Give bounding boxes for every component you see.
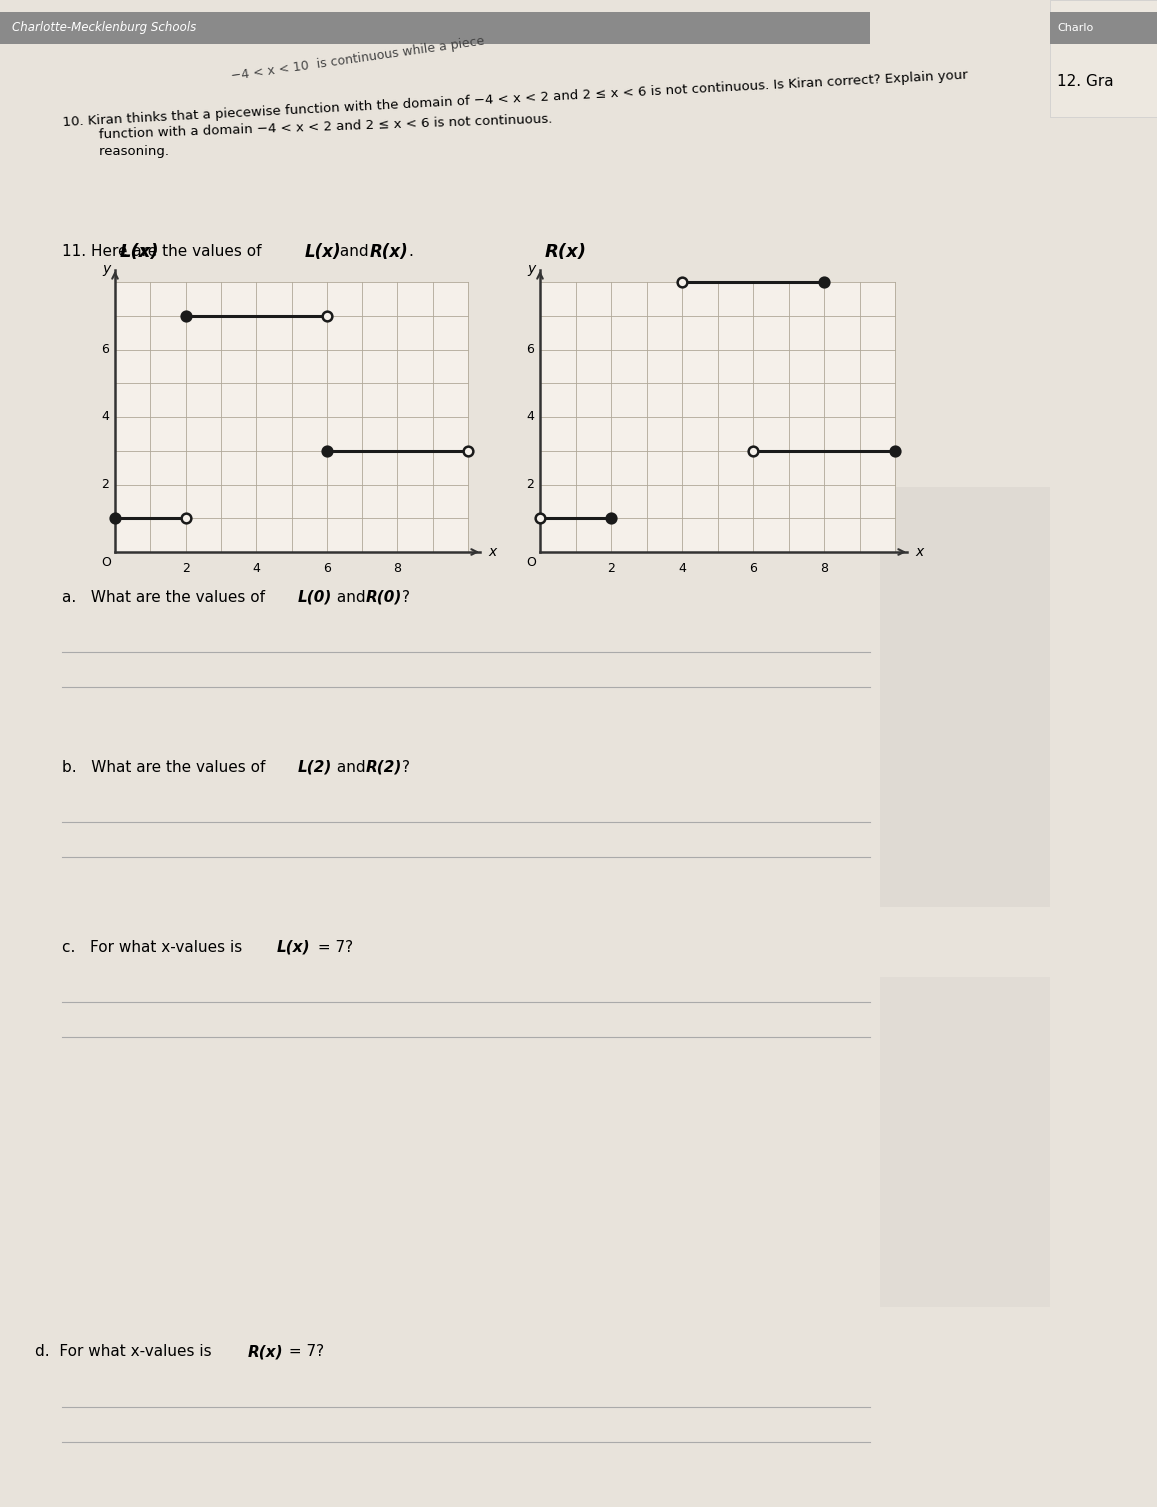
Bar bbox=[1051, 12, 1157, 44]
Text: and: and bbox=[332, 589, 370, 604]
Text: L(x): L(x) bbox=[277, 939, 310, 954]
Text: = 7?: = 7? bbox=[283, 1344, 324, 1359]
Text: .: . bbox=[408, 244, 413, 259]
Text: = 7?: = 7? bbox=[314, 939, 353, 954]
Text: d.  For what x-values is: d. For what x-values is bbox=[35, 1344, 216, 1359]
Text: c.   For what x-values is: c. For what x-values is bbox=[62, 939, 248, 954]
Text: 6: 6 bbox=[749, 562, 757, 576]
Text: 6: 6 bbox=[101, 344, 109, 356]
Text: reasoning.: reasoning. bbox=[82, 146, 169, 158]
Text: L(2): L(2) bbox=[299, 760, 332, 775]
Text: b.   What are the values of: b. What are the values of bbox=[62, 760, 271, 775]
Text: O: O bbox=[101, 556, 111, 570]
Text: 10. Kiran thinks that a piecewise function with the domain of −4 < x < 2 and 2 ≤: 10. Kiran thinks that a piecewise functi… bbox=[62, 69, 967, 130]
Text: 6: 6 bbox=[323, 562, 331, 576]
Text: 2: 2 bbox=[526, 478, 535, 491]
Text: x: x bbox=[488, 546, 496, 559]
Bar bbox=[0, 12, 870, 44]
Bar bbox=[880, 977, 1051, 1307]
Text: −4 < x < 10  is continuous while a piece: −4 < x < 10 is continuous while a piece bbox=[230, 35, 485, 83]
Text: ?: ? bbox=[401, 589, 410, 604]
Text: Charlotte-Mecklenburg Schools: Charlotte-Mecklenburg Schools bbox=[12, 21, 197, 35]
Text: L(0): L(0) bbox=[299, 589, 332, 604]
Bar bbox=[880, 487, 1051, 907]
Text: y: y bbox=[102, 262, 110, 276]
Text: L(x): L(x) bbox=[305, 243, 341, 261]
Text: and: and bbox=[332, 760, 370, 775]
Text: R(x): R(x) bbox=[545, 243, 587, 261]
Text: 2: 2 bbox=[101, 478, 109, 491]
Text: y: y bbox=[526, 262, 536, 276]
Text: R(x): R(x) bbox=[370, 243, 408, 261]
Text: a.   What are the values of: a. What are the values of bbox=[62, 589, 270, 604]
Text: function with a domain −4 < x < 2 and 2 ≤ x < 6 is not continuous.: function with a domain −4 < x < 2 and 2 … bbox=[82, 113, 553, 142]
Bar bbox=[1051, 0, 1157, 118]
Text: x: x bbox=[915, 546, 923, 559]
Text: ?: ? bbox=[401, 760, 410, 775]
Text: Charlo: Charlo bbox=[1057, 23, 1093, 33]
Text: 4: 4 bbox=[678, 562, 686, 576]
Text: 4: 4 bbox=[252, 562, 260, 576]
Text: 11. Here are the values of: 11. Here are the values of bbox=[62, 244, 266, 259]
Text: 12. Gra: 12. Gra bbox=[1057, 74, 1114, 89]
Text: R(x): R(x) bbox=[248, 1344, 283, 1359]
Text: R(0): R(0) bbox=[366, 589, 403, 604]
Text: 2: 2 bbox=[182, 562, 190, 576]
Bar bbox=[115, 282, 467, 552]
Text: 2: 2 bbox=[607, 562, 614, 576]
Text: 6: 6 bbox=[526, 344, 535, 356]
Text: 8: 8 bbox=[820, 562, 828, 576]
Text: O: O bbox=[526, 556, 536, 570]
Text: 8: 8 bbox=[393, 562, 401, 576]
Text: 4: 4 bbox=[526, 410, 535, 423]
Bar bbox=[540, 282, 896, 552]
Text: R(2): R(2) bbox=[366, 760, 403, 775]
Text: and: and bbox=[336, 244, 374, 259]
Text: 4: 4 bbox=[101, 410, 109, 423]
Text: L(x): L(x) bbox=[120, 243, 160, 261]
